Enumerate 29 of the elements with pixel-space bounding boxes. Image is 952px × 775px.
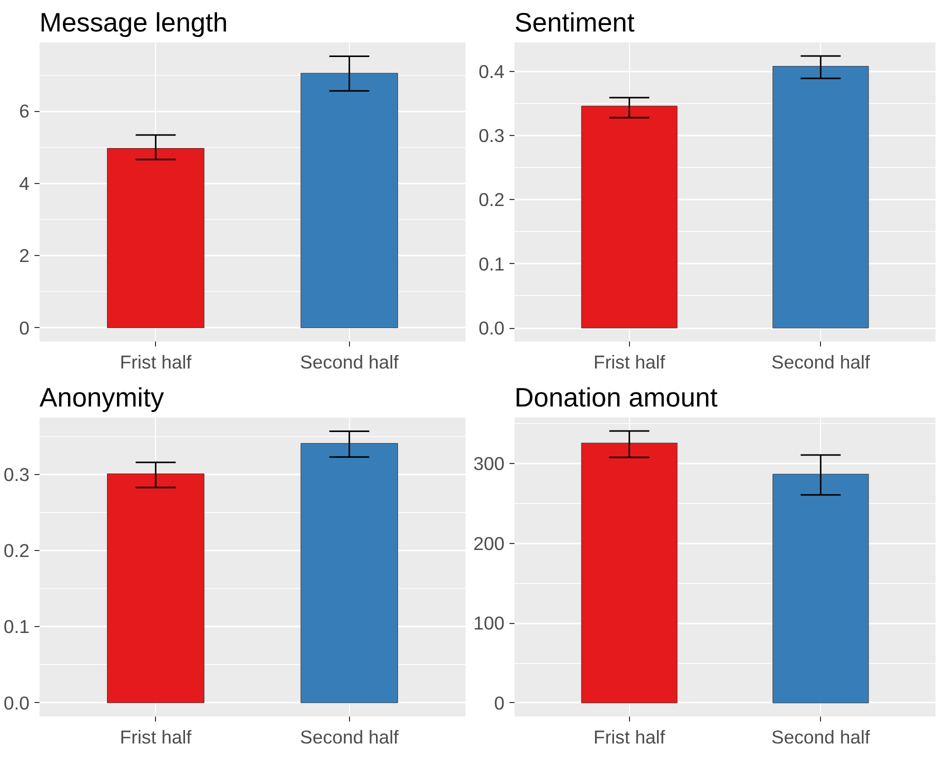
y-tick-label: 0.1 <box>4 616 30 638</box>
y-tick-label: 0.2 <box>478 189 505 210</box>
x-tick-label: Frist half <box>120 352 192 372</box>
y-tick-label: 0.0 <box>478 318 505 339</box>
y-tick-label: 0.3 <box>478 125 505 146</box>
y-tick-label: 2 <box>19 245 30 266</box>
y-tick-label: 0.4 <box>478 60 505 82</box>
y-tick-label: 100 <box>473 612 505 634</box>
y-tick-label: 300 <box>473 453 505 474</box>
y-tick-label: 6 <box>19 100 30 122</box>
y-tick-label: 0.0 <box>4 692 30 714</box>
y-tick-label: 0 <box>19 317 30 338</box>
chart-title: Anonymity <box>40 382 165 412</box>
chart-title: Donation amount <box>514 382 718 412</box>
y-tick-label: 200 <box>473 532 505 554</box>
y-tick-label: 4 <box>19 172 30 194</box>
x-tick-label: Second half <box>771 726 871 748</box>
y-tick-label: 0.1 <box>478 253 505 274</box>
y-tick-label: 0.2 <box>4 540 30 562</box>
x-tick-label: Frist half <box>120 726 192 748</box>
x-tick-label: Frist half <box>594 352 666 372</box>
y-tick-label: 0.3 <box>4 464 30 486</box>
x-tick-label: Second half <box>771 352 871 372</box>
y-tick-label: 0 <box>494 692 505 714</box>
x-tick-label: Second half <box>300 352 400 372</box>
x-tick-label: Second half <box>300 726 400 748</box>
chart-title: Sentiment <box>514 8 636 38</box>
chart-title: Message length <box>40 8 228 38</box>
x-tick-label: Frist half <box>594 726 666 748</box>
